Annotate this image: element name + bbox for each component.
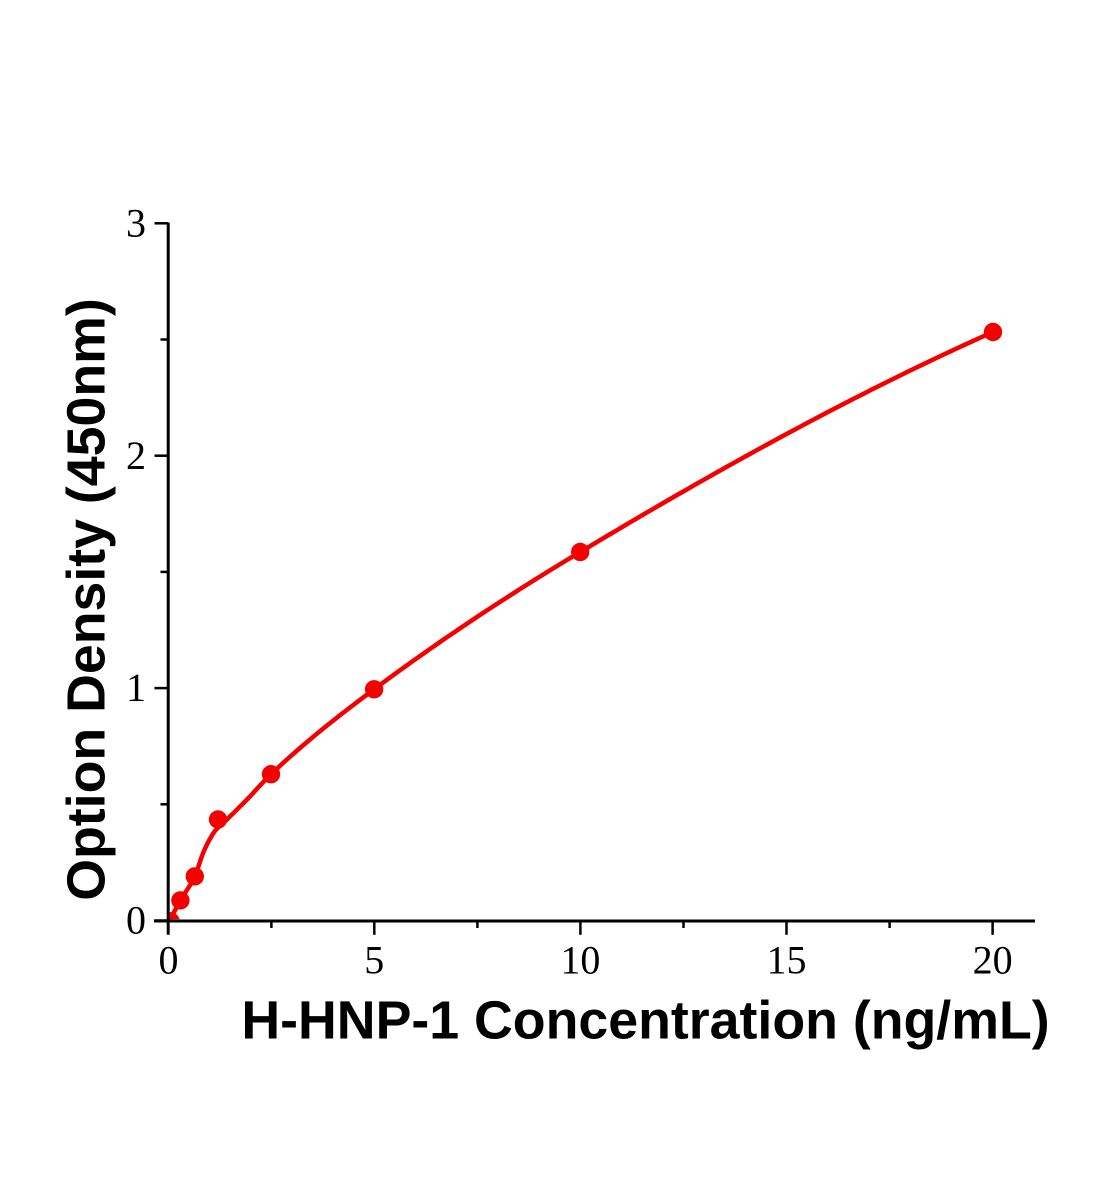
svg-text:10: 10 bbox=[560, 938, 600, 983]
svg-text:1: 1 bbox=[126, 665, 146, 710]
svg-text:Option Density (450nm): Option Density (450nm) bbox=[57, 298, 117, 901]
svg-text:0: 0 bbox=[126, 898, 146, 943]
svg-text:5: 5 bbox=[364, 938, 384, 983]
svg-text:0: 0 bbox=[159, 938, 179, 983]
svg-text:3: 3 bbox=[126, 200, 146, 245]
svg-text:H-HNP-1 Concentration (ng/mL): H-HNP-1 Concentration (ng/mL) bbox=[241, 991, 1049, 1051]
svg-text:20: 20 bbox=[973, 938, 1013, 983]
svg-text:15: 15 bbox=[767, 938, 807, 983]
svg-text:2: 2 bbox=[126, 433, 146, 478]
